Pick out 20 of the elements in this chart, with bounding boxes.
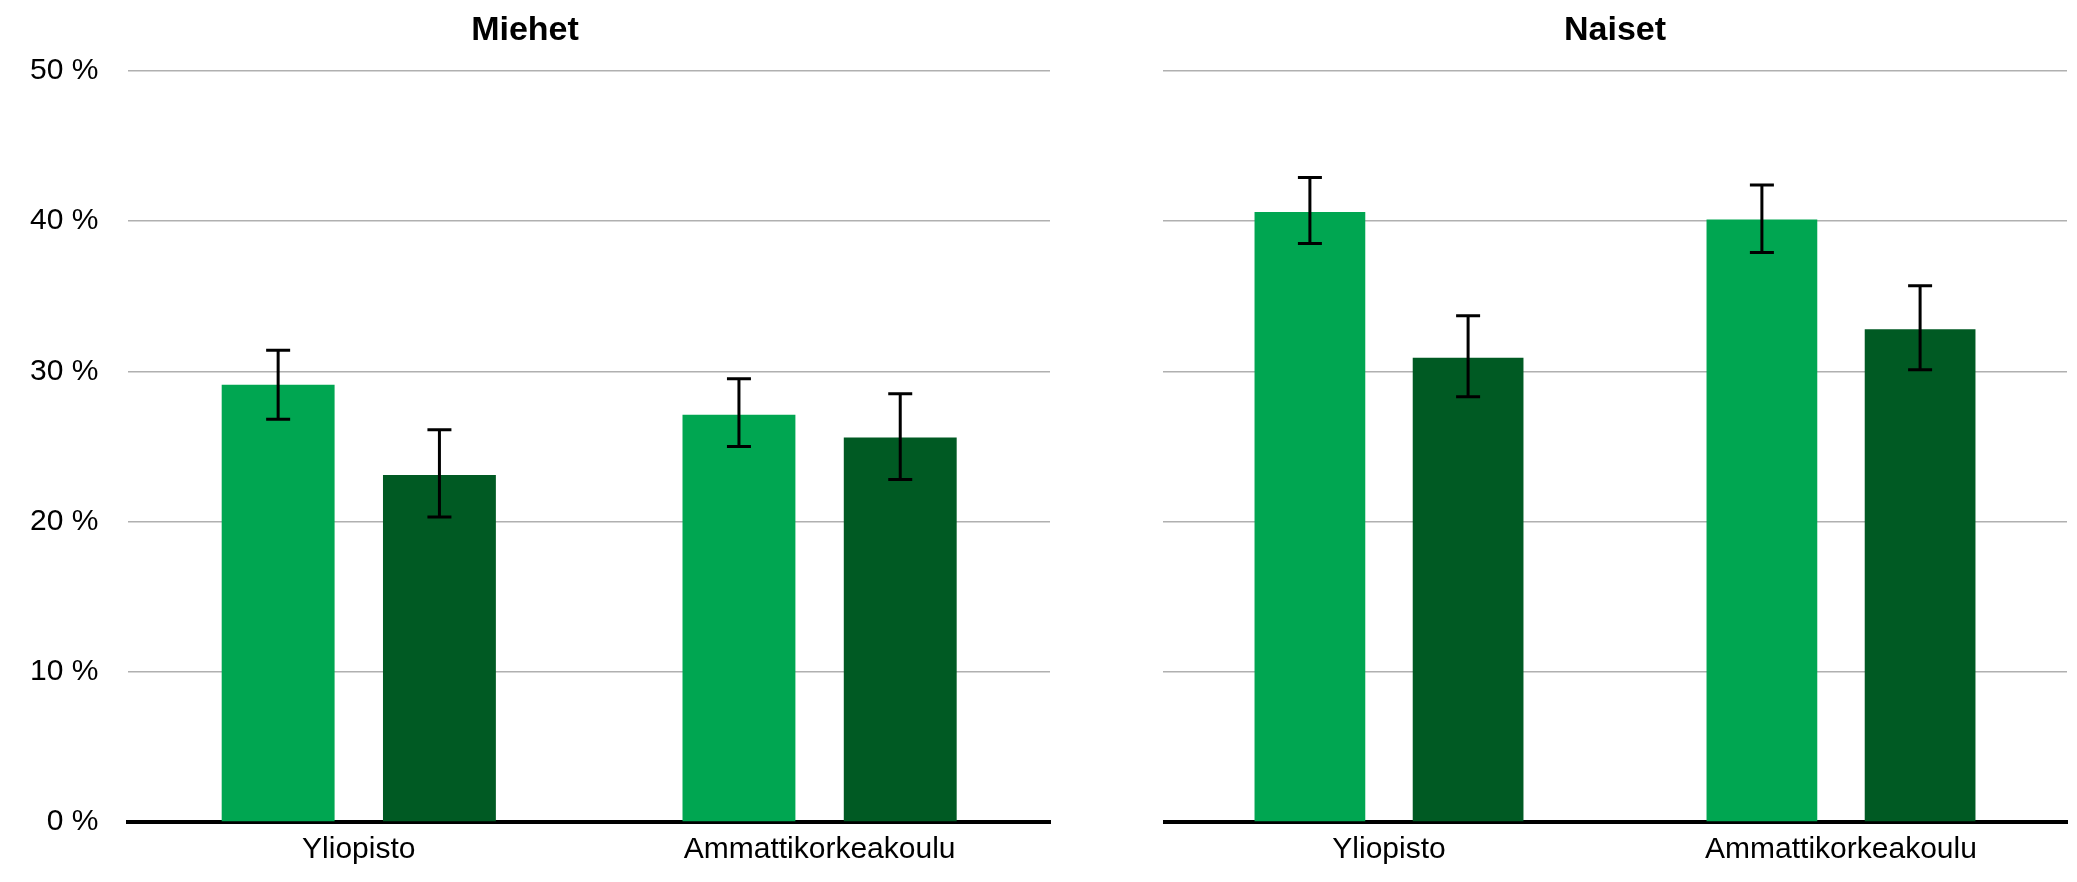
x-tick-label: Yliopisto: [1332, 831, 1446, 865]
y-tick-label: 50 %: [29, 52, 99, 86]
bar: [1254, 212, 1366, 822]
chart-title: Naiset: [1563, 8, 1667, 47]
chart-title: Miehet: [471, 8, 579, 47]
bar: [843, 437, 957, 822]
bar: [1864, 329, 1976, 822]
bar: [1412, 357, 1524, 822]
y-tick-label: 0 %: [46, 803, 99, 837]
bar: [682, 414, 796, 822]
bar: [221, 384, 335, 822]
x-tick-label: Ammattikorkeakoulu: [683, 831, 956, 865]
y-tick-label: 30 %: [29, 352, 99, 386]
x-tick-label: Yliopisto: [302, 831, 416, 865]
bar: [1706, 219, 1818, 822]
x-tick-label: Ammattikorkeakoulu: [1705, 831, 1977, 865]
y-tick-label: 10 %: [29, 653, 99, 687]
y-tick-label: 40 %: [29, 202, 99, 236]
y-tick-label: 20 %: [29, 502, 99, 536]
bar: [382, 474, 496, 822]
